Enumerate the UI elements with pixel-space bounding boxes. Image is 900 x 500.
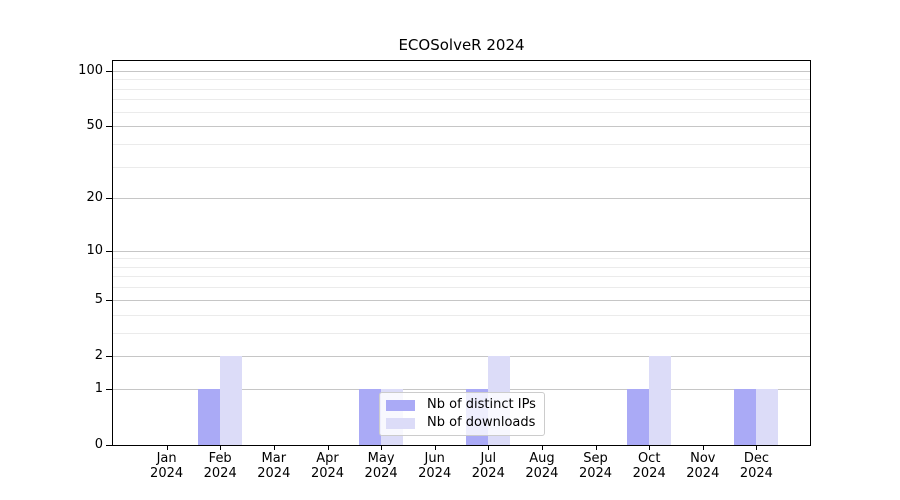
legend-item-downloads: Nb of downloads bbox=[386, 415, 538, 431]
y-axis-tick-label: 20 bbox=[86, 190, 103, 206]
x-axis-tick-label-mar-2024: Mar 2024 bbox=[257, 451, 291, 481]
legend: Nb of distinct IPs Nb of downloads bbox=[379, 392, 545, 436]
gridline-major bbox=[113, 299, 810, 301]
bar-nb-of-downloads-oct-2024 bbox=[649, 355, 672, 445]
x-axis-tick-label-jul-2024: Jul 2024 bbox=[471, 451, 505, 481]
legend-swatch-downloads bbox=[386, 417, 415, 429]
y-axis-tick-label: 1 bbox=[94, 380, 103, 396]
y-axis-tick bbox=[106, 250, 112, 252]
gridline-minor bbox=[113, 276, 810, 278]
legend-label-distinct-ips: Nb of distinct IPs bbox=[427, 397, 536, 412]
y-axis-tick-label: 5 bbox=[94, 291, 103, 307]
y-axis-tick-label: 50 bbox=[86, 118, 103, 134]
x-axis-tick bbox=[756, 445, 758, 450]
gridline-major bbox=[113, 198, 810, 200]
y-axis-tick bbox=[106, 126, 112, 128]
bar-nb-of-distinct-ips-may-2024 bbox=[359, 388, 382, 445]
y-axis-tick bbox=[106, 70, 112, 72]
gridline-minor bbox=[113, 258, 810, 260]
bar-nb-of-distinct-ips-oct-2024 bbox=[627, 388, 650, 445]
y-axis-tick-label: 10 bbox=[86, 242, 103, 258]
x-axis-tick bbox=[702, 445, 704, 450]
x-axis-tick bbox=[595, 445, 597, 450]
y-axis-tick bbox=[106, 299, 112, 301]
gridline-major bbox=[113, 126, 810, 128]
bar-nb-of-downloads-feb-2024 bbox=[220, 355, 243, 445]
gridline-major bbox=[113, 388, 810, 390]
x-axis-tick bbox=[220, 445, 222, 450]
gridline-minor bbox=[113, 266, 810, 268]
x-axis-tick-label-may-2024: May 2024 bbox=[364, 451, 398, 481]
gridline-minor bbox=[113, 111, 810, 113]
bar-nb-of-distinct-ips-dec-2024 bbox=[734, 388, 757, 445]
x-axis-tick bbox=[649, 445, 651, 450]
bar-nb-of-downloads-dec-2024 bbox=[756, 388, 779, 445]
legend-item-distinct-ips: Nb of distinct IPs bbox=[386, 397, 538, 413]
x-axis-tick-label-nov-2024: Nov 2024 bbox=[686, 451, 720, 481]
gridline-minor bbox=[113, 166, 810, 168]
gridline-major bbox=[113, 355, 810, 357]
gridline-minor bbox=[113, 287, 810, 289]
x-axis-tick bbox=[381, 445, 383, 450]
x-axis-tick-label-jun-2024: Jun 2024 bbox=[418, 451, 452, 481]
x-axis-tick-label-feb-2024: Feb 2024 bbox=[203, 451, 237, 481]
bar-nb-of-distinct-ips-feb-2024 bbox=[198, 388, 221, 445]
y-axis-tick-label: 2 bbox=[94, 347, 103, 363]
x-axis-tick-label-oct-2024: Oct 2024 bbox=[632, 451, 666, 481]
y-axis-tick bbox=[106, 198, 112, 200]
gridline-minor bbox=[113, 88, 810, 90]
plot-area bbox=[112, 60, 811, 446]
chart-title: ECOSolveR 2024 bbox=[398, 36, 525, 54]
gridline-minor bbox=[113, 314, 810, 316]
x-axis-tick bbox=[327, 445, 329, 450]
y-axis-tick bbox=[106, 445, 112, 446]
y-axis-tick bbox=[106, 388, 112, 390]
legend-label-downloads: Nb of downloads bbox=[427, 415, 536, 430]
gridline-major bbox=[113, 70, 810, 72]
x-axis-tick bbox=[434, 445, 436, 450]
x-axis-tick-label-aug-2024: Aug 2024 bbox=[525, 451, 559, 481]
x-axis-tick-label-sep-2024: Sep 2024 bbox=[578, 451, 613, 481]
gridline-minor bbox=[113, 143, 810, 145]
legend-swatch-distinct-ips bbox=[386, 399, 415, 411]
x-axis-tick-label-dec-2024: Dec 2024 bbox=[739, 451, 773, 481]
gridline-minor bbox=[113, 79, 810, 81]
gridline-major bbox=[113, 250, 810, 252]
x-axis-tick bbox=[166, 445, 168, 450]
y-axis-tick-label: 0 bbox=[94, 437, 103, 452]
x-axis-tick-label-apr-2024: Apr 2024 bbox=[310, 451, 345, 481]
gridline-minor bbox=[113, 99, 810, 101]
x-axis-tick bbox=[273, 445, 275, 450]
y-axis-tick bbox=[106, 355, 112, 357]
x-axis-tick bbox=[488, 445, 490, 450]
y-axis-tick-label: 100 bbox=[78, 62, 103, 78]
x-axis-tick bbox=[541, 445, 543, 450]
gridline-minor bbox=[113, 332, 810, 334]
x-axis-tick-label-jan-2024: Jan 2024 bbox=[150, 451, 184, 481]
